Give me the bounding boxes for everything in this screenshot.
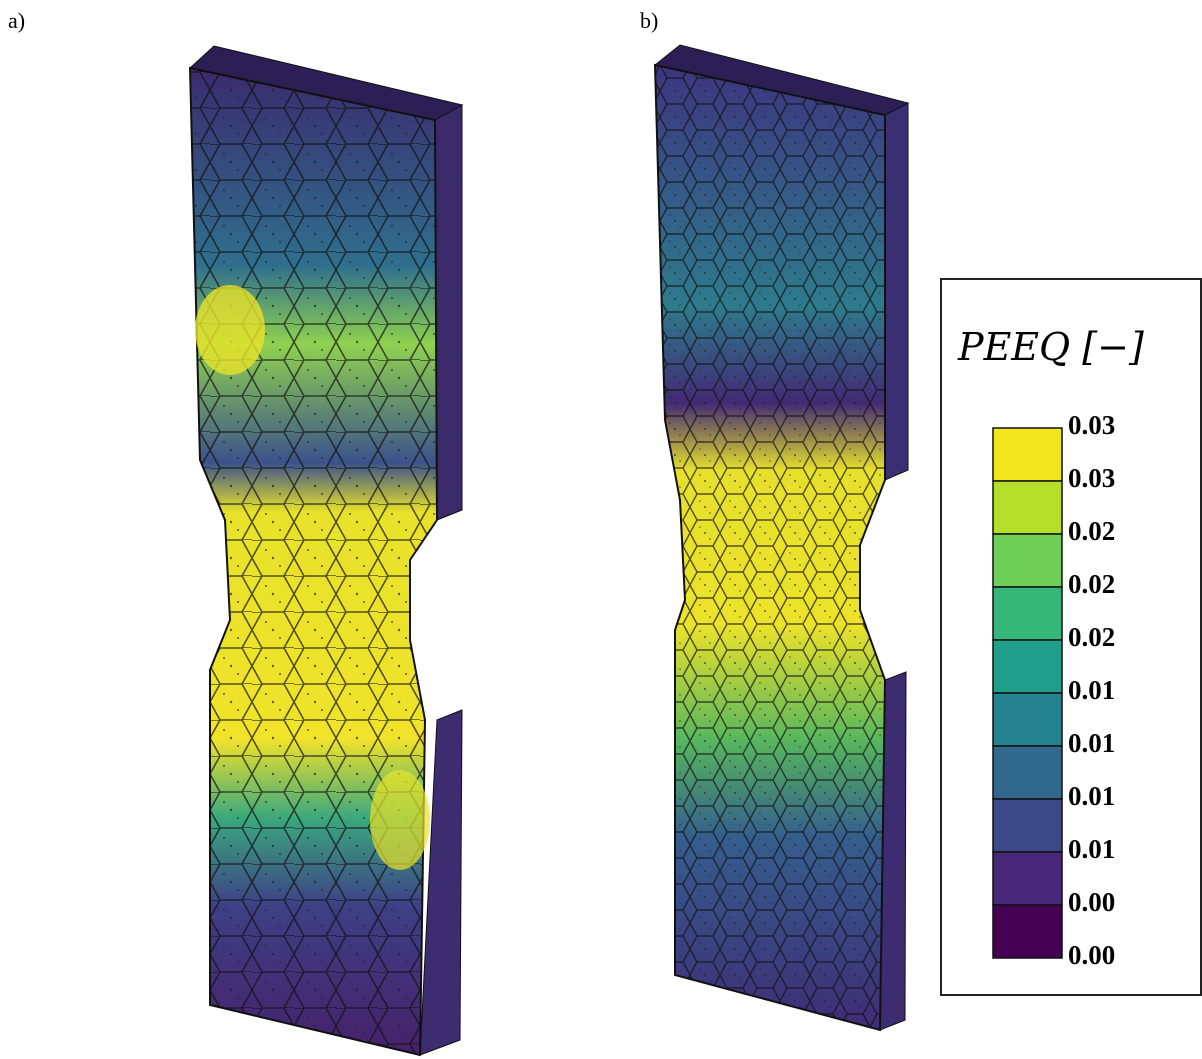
colorbar-label: 0.02: [1068, 516, 1115, 546]
colorbar-label: 0.01: [1068, 781, 1115, 811]
figure: a) b) PEEQ [−] 0.03 0.03 0.02 0.02 0.02 0.01 0…: [0, 0, 1202, 1059]
colorbar-label: 0.01: [1068, 728, 1115, 758]
colorbar-band: [993, 746, 1062, 799]
colorbar-band: [993, 640, 1062, 693]
colorbar-label: 0.02: [1068, 622, 1115, 652]
colorbar-label: 0.02: [1068, 569, 1115, 599]
colorbar-band: [993, 852, 1062, 905]
panel-label: a): [8, 8, 25, 33]
colorbar-label: 0.00: [1068, 940, 1115, 970]
colorbar-band: [993, 799, 1062, 852]
legend-title: PEEQ [−]: [957, 325, 1144, 369]
colorbar-band: [993, 905, 1062, 958]
colorbar-label: 0.00: [1068, 887, 1115, 917]
colorbar-band: [993, 587, 1062, 640]
colorbar-band: [993, 693, 1062, 746]
legend: PEEQ [−] 0.03 0.03 0.02 0.02 0.02 0.01 0.01 0.0…: [941, 279, 1201, 995]
colorbar-label: 0.01: [1068, 834, 1115, 864]
specimen-a: [190, 46, 462, 1055]
specimen-b: [655, 45, 908, 1030]
panel-label: b): [640, 8, 658, 33]
colorbar-label: 0.01: [1068, 675, 1115, 705]
colorbar-label: 0.03: [1068, 410, 1115, 440]
colorbar-band: [993, 534, 1062, 587]
colorbar-band: [993, 428, 1062, 481]
colorbar-label: 0.03: [1068, 463, 1115, 493]
colorbar-band: [993, 481, 1062, 534]
